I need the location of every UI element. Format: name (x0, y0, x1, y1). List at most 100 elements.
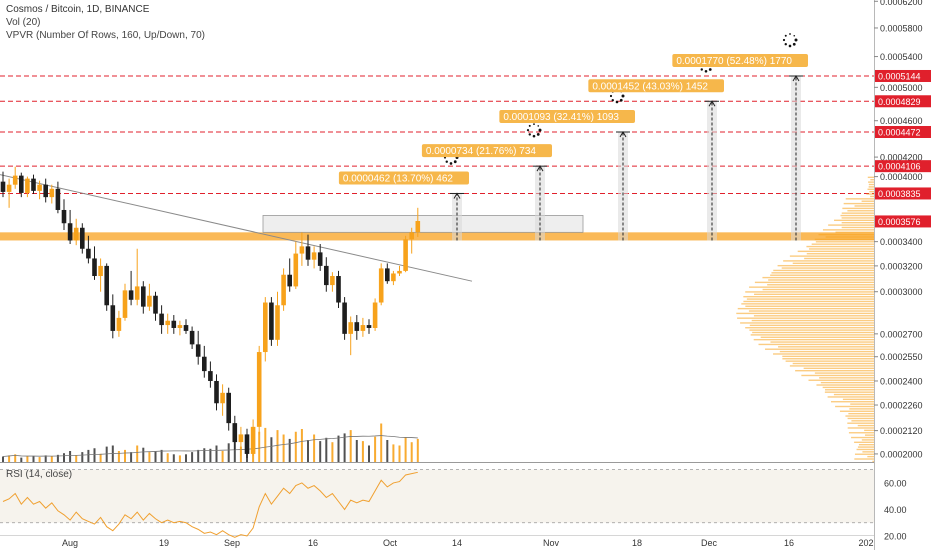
candle-body (122, 290, 128, 318)
vpvr-bar (822, 386, 874, 389)
axes: 0.0006200 0.0005800 0.0005400 0.0005000 0.00… (62, 0, 931, 548)
vpvr-bar (771, 272, 874, 274)
price-tick-label: 0.0004200 (880, 153, 923, 163)
vpvr-bar (870, 179, 874, 181)
vpvr-bar (779, 350, 874, 353)
resistance-box (262, 215, 584, 233)
vpvr-bar (782, 355, 874, 358)
vpvr-bar (741, 303, 874, 305)
volume-bar (319, 441, 322, 462)
candle-body (275, 305, 280, 340)
vpvr-bar (849, 408, 874, 410)
vpvr-bar (840, 214, 874, 217)
vpvr-bar (767, 284, 874, 286)
vpvr-bar (815, 241, 874, 243)
volume-bar (294, 431, 297, 462)
candle-body (25, 178, 30, 193)
candles[interactable] (0, 166, 421, 458)
volume-bar (63, 453, 65, 462)
vpvr-bar (743, 300, 874, 303)
volume-bar (398, 445, 401, 462)
volume-bar (93, 448, 96, 462)
vpvr-bar (861, 200, 874, 202)
price-tick-label: 0.0006200 (880, 0, 923, 7)
price-tick-label: 0.0002550 (880, 352, 923, 362)
vpvr-bar (839, 410, 874, 412)
candle-body (165, 320, 170, 326)
volume-bar (215, 445, 218, 462)
vpvr-bar (856, 448, 874, 451)
vpvr-bar (854, 458, 874, 460)
spinner-icon (784, 43, 787, 46)
spinner-icon (615, 100, 619, 104)
volume-study-label[interactable]: Vol (20) (6, 17, 41, 28)
price-tick-label: 0.0005000 (880, 83, 923, 93)
spinner-icon (700, 68, 703, 71)
vpvr-study-label[interactable]: VPVR (Number Of Rows, 160, Up/Down, 70) (6, 30, 205, 41)
volume-bar (38, 457, 41, 462)
annotations[interactable]: 0.0000462 (13.70%) 462 0.0000734 (21.76%)… (338, 33, 808, 241)
target-label-box (499, 109, 635, 123)
time-tick-label: 18 (632, 538, 642, 548)
volume-bar (209, 448, 212, 462)
vpvr-bar (847, 427, 874, 429)
vpvr-bar (819, 377, 874, 379)
target-label-box (338, 171, 469, 185)
vpvr-bar (864, 434, 874, 436)
vpvr-bar (811, 243, 874, 245)
candle-body (281, 274, 286, 306)
volume-bar (166, 453, 169, 462)
candle-body (80, 227, 85, 249)
volume-bar (276, 430, 279, 462)
vpvr-bar (866, 193, 874, 195)
target-column (452, 193, 462, 241)
vpvr-bar (746, 298, 874, 300)
vpvr-bar (749, 286, 874, 288)
vpvr-bar (804, 257, 874, 260)
vpvr-bar (782, 358, 874, 360)
candle-body (104, 265, 109, 306)
current-price-badge (875, 215, 931, 228)
vpvr-bar (762, 276, 874, 279)
vpvr-bar (830, 401, 874, 403)
volume-bar (227, 443, 230, 462)
volume-bar (142, 447, 145, 462)
time-tick-label: 16 (784, 538, 794, 548)
vpvr-bar (848, 432, 874, 434)
level-price-badge (875, 125, 931, 138)
trendline (0, 174, 473, 282)
vpvr-bar (760, 336, 874, 338)
vpvr-bar (816, 384, 874, 386)
candle-body (159, 313, 164, 326)
vpvr-bar (851, 420, 874, 422)
volume-bar (374, 436, 377, 462)
time-tick-label: 202 (858, 538, 873, 548)
volume-bar (8, 455, 11, 462)
vpvr-bar (785, 360, 874, 362)
rsi-study-label[interactable]: RSI (14, close) (6, 469, 73, 480)
candle-body (189, 330, 195, 345)
volume-bar (380, 423, 383, 462)
vpvr-bar (753, 338, 874, 341)
volume-bar (130, 452, 133, 462)
volume-bar (81, 452, 84, 462)
volume-bar (221, 451, 224, 462)
vpvr-bar (754, 281, 874, 284)
volume-bar (337, 435, 340, 462)
candle-body (226, 392, 231, 424)
target-label: 0.0001770 (52.48%) 1770 (676, 56, 792, 67)
volume-bar (160, 449, 163, 462)
vpvr-bar (814, 372, 874, 374)
vpvr-bar (820, 381, 874, 384)
candle-body (12, 175, 18, 185)
spinner-icon (533, 123, 535, 126)
level-price-badge (875, 95, 931, 108)
target-label: 0.0000462 (13.70%) 462 (343, 173, 454, 184)
candle-body (299, 246, 305, 254)
spinner-icon (704, 69, 708, 73)
volume-bar (233, 440, 236, 462)
time-tick-label: Oct (383, 538, 398, 548)
candle-body (220, 392, 225, 404)
